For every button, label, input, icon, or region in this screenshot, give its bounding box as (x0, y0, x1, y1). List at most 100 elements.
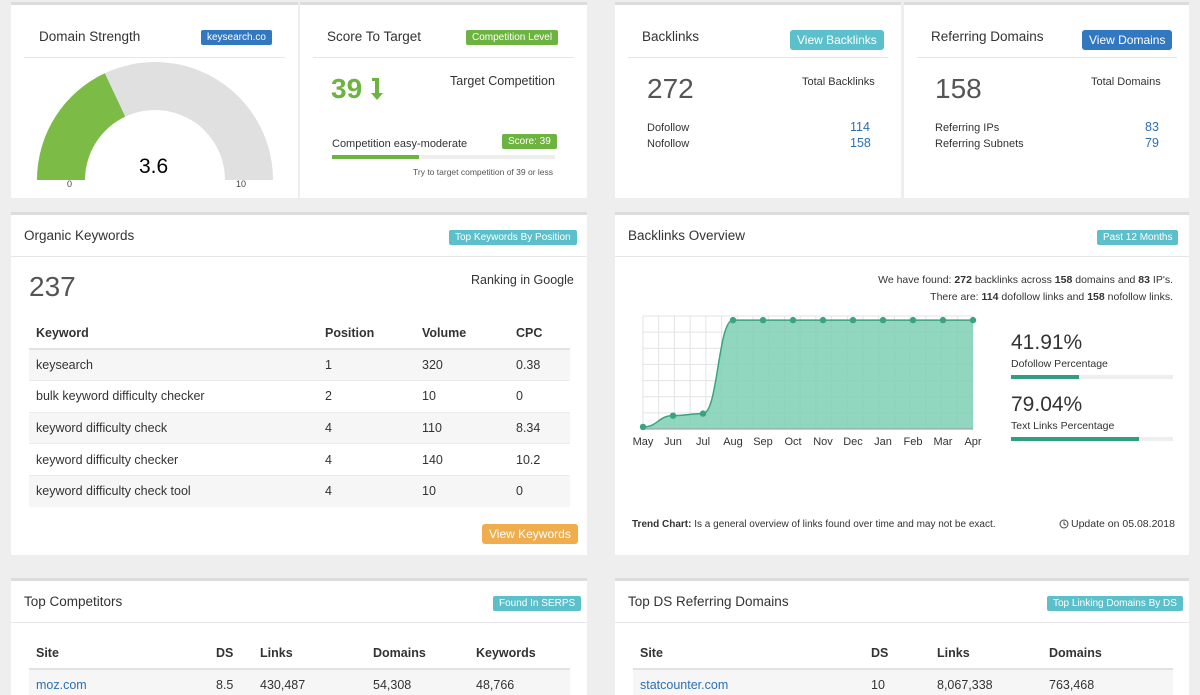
top-ds-referring-panel: Top DS Referring Domains Top Linking Dom… (615, 578, 1189, 695)
view-backlinks-button[interactable]: View Backlinks (790, 30, 884, 50)
tick-label-oct: Oct (784, 436, 801, 448)
data-point-may (639, 423, 647, 431)
summary-text: IP's. (1149, 274, 1173, 286)
tick-label-jun: Jun (664, 436, 682, 448)
table-row: keyword difficulty checker 4 140 10.2 (29, 443, 570, 476)
competition-progress-fill (332, 155, 419, 159)
panel-title: Top DS Referring Domains (628, 594, 789, 609)
data-point-jan (879, 316, 887, 324)
view-keywords-button[interactable]: View Keywords (482, 524, 578, 544)
found-summary: We have found: 272 backlinks across 158 … (878, 274, 1173, 286)
data-point-jun (669, 412, 677, 419)
competition-text: Competition easy-moderate (332, 138, 468, 150)
dofollow-percentage-label: Dofollow Percentage (1011, 358, 1108, 370)
panel-title: Organic Keywords (24, 228, 135, 243)
summary-text: domains and (1072, 274, 1139, 286)
column-position: Position (318, 317, 415, 350)
data-point-sep (759, 316, 767, 324)
ranking-label: Ranking in Google (471, 273, 574, 287)
column-links: Links (253, 637, 366, 670)
cell-site-link[interactable]: statcounter.com (633, 668, 864, 695)
organic-keywords-panel: Organic Keywords Top Keywords By Positio… (11, 212, 587, 555)
tick-label-jul: Jul (696, 436, 710, 448)
column-keywords: Keywords (469, 637, 570, 670)
tick-label-apr: Apr (964, 436, 981, 448)
cell-keyword: keyword difficulty check tool (29, 474, 318, 507)
cell-links: 8,067,338 (930, 668, 1042, 695)
score-to-target-panel: Score To Target Competition Level 39 Tar… (300, 2, 587, 198)
keywords-table: Keyword Position Volume CPC keysearch 1 … (29, 317, 570, 507)
backlinks-trend-chart: May Jun Jul Aug Sep Oct Nov Dec Jan Feb Mar Apr (633, 315, 982, 448)
column-volume: Volume (415, 317, 509, 350)
dofollow-progress (1011, 375, 1173, 379)
table-header-row: Site DS Links Domains Keywords (29, 637, 570, 670)
referring-subnets-value[interactable]: 79 (1145, 136, 1159, 150)
dofollow-percentage-value: 41.91% (1011, 331, 1083, 354)
top-competitors-panel: Top Competitors Found In SERPS Site DS L… (11, 578, 587, 695)
divider (615, 256, 1189, 257)
cell-ds: 10 (864, 668, 930, 695)
referring-ips-value[interactable]: 83 (1145, 120, 1159, 134)
summary-number: 83 (1138, 274, 1150, 286)
trend-note: Trend Chart: Is a general overview of li… (632, 519, 996, 530)
cell-domains: 763,468 (1042, 668, 1173, 695)
tick-label-nov: Nov (813, 436, 833, 448)
total-backlinks-value: 272 (647, 73, 694, 104)
referring-domains-panel: Referring Domains View Domains 158 Total… (904, 2, 1189, 198)
summary-text: backlinks across (971, 274, 1055, 286)
summary-number: 114 (981, 291, 999, 303)
cell-cpc: 0 (509, 474, 570, 507)
cell-volume: 10 (415, 380, 509, 413)
gauge-min-label: 0 (67, 179, 73, 189)
gauge-max-label: 10 (236, 179, 247, 189)
cell-keyword: keysearch (29, 348, 318, 381)
data-point-nov (819, 316, 827, 324)
data-point-apr (969, 316, 977, 324)
score-badge: Score: 39 (502, 134, 557, 149)
table-row: bulk keyword difficulty checker 2 10 0 (29, 380, 570, 413)
summary-text: nofollow links. (1104, 291, 1173, 303)
trend-note-bold: Trend Chart: (632, 519, 692, 530)
cell-cpc: 10.2 (509, 443, 570, 476)
cell-keywords: 48,766 (469, 668, 570, 695)
data-point-oct (789, 316, 797, 324)
divider (917, 57, 1177, 58)
data-point-feb (909, 316, 917, 324)
dofollow-value[interactable]: 114 (850, 120, 870, 134)
cell-volume: 140 (415, 443, 509, 476)
cell-position: 4 (318, 443, 415, 476)
cell-keyword: keyword difficulty checker (29, 443, 318, 476)
tick-label-feb: Feb (904, 436, 923, 448)
target-competition-label: Target Competition (450, 74, 555, 88)
panel-title: Top Competitors (24, 594, 123, 609)
gauge-fill (37, 73, 126, 180)
backlinks-panel: Backlinks View Backlinks 272 Total Backl… (615, 2, 901, 198)
referring-ips-label: Referring IPs (935, 122, 1000, 134)
text-links-percentage-value: 79.04% (1011, 393, 1083, 416)
cell-position: 4 (318, 411, 415, 444)
cell-keyword: keyword difficulty check (29, 411, 318, 444)
cell-volume: 10 (415, 474, 509, 507)
data-point-dec (849, 316, 857, 324)
keywords-total: 237 (29, 271, 76, 302)
nofollow-label: Nofollow (647, 138, 690, 150)
divider (11, 622, 587, 623)
nofollow-value[interactable]: 158 (850, 136, 871, 150)
cell-keyword: bulk keyword difficulty checker (29, 380, 318, 413)
domain-badge: keysearch.co (201, 30, 272, 45)
column-ds: DS (864, 637, 930, 670)
referring-domains-table: Site DS Links Domains statcounter.com 10… (633, 637, 1173, 695)
divider (24, 57, 285, 58)
table-row: keyword difficulty check tool 4 10 0 (29, 474, 570, 507)
cell-site-link[interactable]: moz.com (29, 668, 209, 695)
backlinks-overview-panel: Backlinks Overview Past 12 Months We hav… (615, 212, 1189, 555)
top-keywords-badge: Top Keywords By Position (449, 230, 577, 245)
cell-cpc: 0 (509, 380, 570, 413)
tick-label-aug: Aug (723, 436, 743, 448)
tick-label-jan: Jan (874, 436, 892, 448)
view-domains-button[interactable]: View Domains (1082, 30, 1173, 50)
divider (11, 256, 587, 257)
tick-label-mar: Mar (934, 436, 953, 448)
tick-label-sep: Sep (753, 436, 773, 448)
table-row: moz.com 8.5 430,487 54,308 48,766 (29, 668, 570, 695)
